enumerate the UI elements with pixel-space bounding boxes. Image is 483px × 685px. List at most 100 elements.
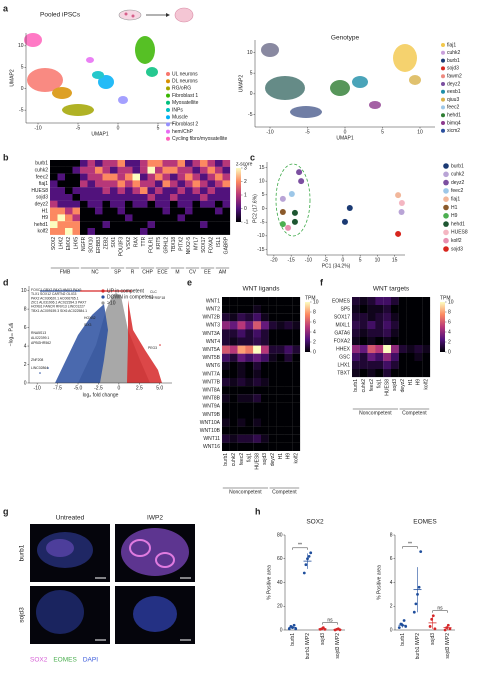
column-label: kolf2 <box>423 379 429 390</box>
gene-label: TLX1 SOX12 CARTN2 OLIG3 <box>31 292 76 296</box>
heatmap-cell <box>414 337 423 346</box>
heatmap-cell <box>391 329 399 338</box>
row-label: SP5 <box>341 306 351 312</box>
heatmap-cell <box>125 166 133 174</box>
stain-label: EOMES <box>53 657 77 664</box>
heatmap-cell <box>192 166 201 174</box>
heatmap-cell <box>170 214 178 222</box>
heatmap-cell <box>229 402 238 411</box>
heatmap-cell <box>352 329 360 338</box>
heatmap-cell <box>292 353 301 362</box>
column-label: feec2 <box>369 379 375 391</box>
heatmap-cell <box>253 394 262 403</box>
y-tick-label: 20 <box>277 604 283 610</box>
heatmap-cell <box>284 402 293 411</box>
column-label: H9 <box>286 453 292 460</box>
heatmap-cell <box>140 200 148 208</box>
heatmap-cell <box>261 402 269 411</box>
heatmap-cell <box>125 160 133 167</box>
heatmap-cell <box>50 194 58 201</box>
heatmap-cell <box>268 410 277 419</box>
heatmap-cell <box>284 353 293 362</box>
heatmap-cell <box>140 173 148 181</box>
heatmap-cell <box>359 321 368 330</box>
legend-marker <box>443 196 449 202</box>
heatmap-cell <box>245 361 254 370</box>
heatmap-cell <box>87 180 96 188</box>
heatmap-cell <box>215 160 223 167</box>
x-axis-label: UMAP1 <box>336 135 353 141</box>
heatmap-cell <box>391 321 399 330</box>
heatmap-cell <box>268 394 277 403</box>
significance-bracket <box>432 610 448 613</box>
heatmap-cell <box>237 305 246 314</box>
heatmap-cell <box>87 200 96 208</box>
heatmap-cell <box>284 337 293 346</box>
heatmap-cell <box>276 321 285 330</box>
heatmap-cell <box>162 194 171 201</box>
legend-label: hehd1 <box>451 221 465 227</box>
point <box>346 204 353 211</box>
heatmap-cell <box>72 200 81 208</box>
legend-marker <box>101 289 105 293</box>
heatmap-cell <box>352 369 360 378</box>
y-axis-label: −log₁₀ Pₐdⱼ <box>8 323 14 347</box>
point <box>433 627 437 631</box>
heatmap-cell <box>125 221 133 229</box>
significance-label: ns <box>327 617 333 623</box>
dish-icon <box>131 14 135 18</box>
heatmap-cell <box>215 200 223 208</box>
heatmap-cell <box>177 228 186 235</box>
point <box>341 218 348 225</box>
heatmap-cell <box>292 442 301 451</box>
legend-label: Myosatellite <box>172 100 199 106</box>
column-label: ISL1 <box>216 237 222 248</box>
heatmap-cell <box>229 305 238 314</box>
y-tick-label: 6 <box>390 556 393 562</box>
legend-marker <box>166 72 170 76</box>
cell-cluster <box>330 80 350 96</box>
colorbar <box>440 302 445 352</box>
cell-cluster <box>86 57 94 63</box>
heatmap-cell <box>170 187 178 195</box>
dish-icon <box>124 12 128 16</box>
legend-marker <box>443 179 449 186</box>
heatmap-cell <box>185 173 193 181</box>
heatmap-cell <box>406 297 415 306</box>
heatmap-cell <box>155 173 163 181</box>
heatmap-cell <box>276 305 285 314</box>
heatmap-cell <box>65 173 73 181</box>
legend-marker <box>441 105 445 110</box>
heatmap-cell <box>414 321 423 330</box>
legend-marker <box>101 301 105 305</box>
heatmap-cell <box>253 313 262 322</box>
heatmap-cell <box>406 305 415 314</box>
heatmap-cell <box>95 166 103 174</box>
column-label: LHX5 <box>74 237 80 250</box>
gene-label: PEG3 <box>148 346 157 350</box>
heatmap-cell <box>80 200 88 208</box>
row-label: WNT8A <box>203 387 221 393</box>
legend-label: qiuu3 <box>447 97 459 103</box>
row-label: WNT6 <box>206 363 220 369</box>
heatmap-cell <box>237 369 246 379</box>
point <box>304 563 308 567</box>
heatmap-cell <box>117 187 126 195</box>
legend-label: UP in competent <box>107 288 144 294</box>
gene-label: CLC <box>150 290 157 294</box>
heatmap-cell <box>132 187 141 195</box>
heatmap-cell <box>222 434 230 443</box>
heatmap-cell <box>284 329 293 338</box>
heatmap-cell <box>414 361 423 370</box>
heatmap-cell <box>359 305 368 314</box>
heatmap-cell <box>292 410 301 419</box>
legend-label: eesb1 <box>447 89 461 95</box>
heatmap-cell <box>102 221 111 229</box>
x-tick-label: -10 <box>266 129 273 135</box>
heatmap-cell <box>352 305 360 314</box>
panel-letter: h <box>255 506 261 516</box>
point <box>414 602 418 606</box>
column-label: feec2 <box>239 453 245 465</box>
panel-letter: b <box>3 152 9 162</box>
